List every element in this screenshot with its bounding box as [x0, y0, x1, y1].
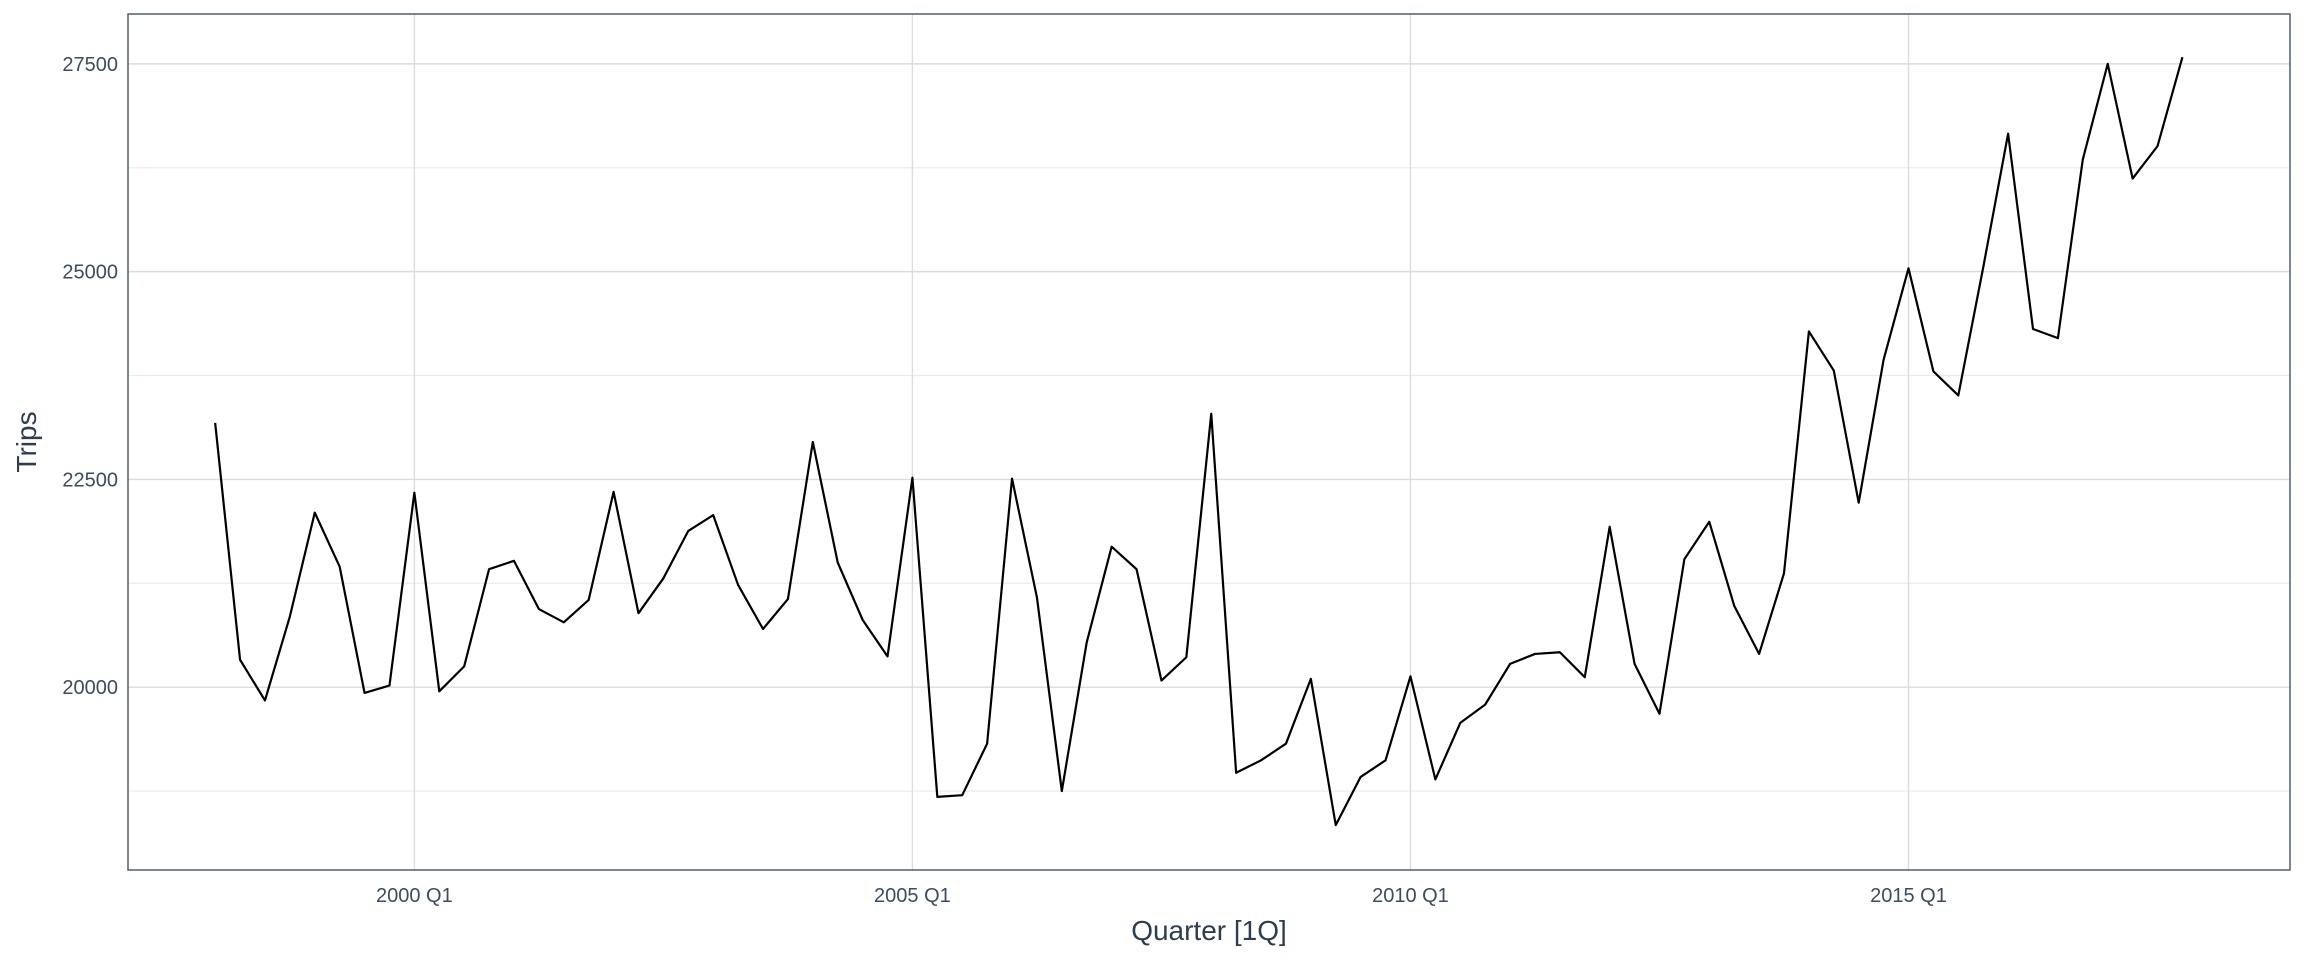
x-tick-label: 2010 Q1	[1372, 885, 1449, 907]
y-axis-title: Trips	[11, 411, 42, 472]
y-axis-ticks: 20000 22500 25000 27500	[62, 54, 118, 699]
y-tick-label: 27500	[62, 54, 118, 76]
data-points	[215, 57, 2182, 825]
x-tick-label: 2015 Q1	[1870, 885, 1947, 907]
panel-border	[127, 13, 2291, 871]
y-tick-label: 25000	[62, 262, 118, 284]
x-axis-title: Quarter [1Q]	[1131, 915, 1287, 946]
series-line-trips	[214, 56, 2184, 827]
x-tick-label: 2000 Q1	[376, 885, 453, 907]
y-tick-label: 20000	[62, 677, 118, 699]
grid-lines	[128, 14, 2290, 870]
y-tick-label: 22500	[62, 469, 118, 491]
x-axis-ticks: 2000 Q1 2005 Q1 2010 Q1 2015 Q1	[376, 885, 1947, 907]
x-tick-label: 2005 Q1	[874, 885, 951, 907]
